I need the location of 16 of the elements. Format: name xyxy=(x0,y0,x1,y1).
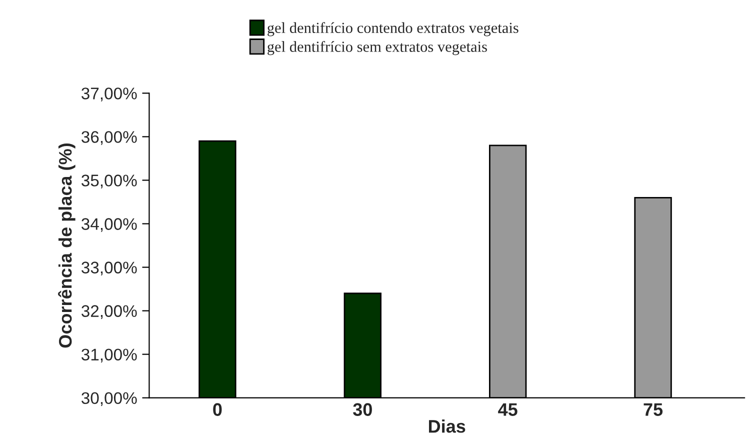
y-tick-label: 33,00% xyxy=(82,262,137,276)
y-tick-label: 31,00% xyxy=(82,348,137,362)
y-tick-label: 30,00% xyxy=(82,392,137,406)
y-tick-label: 34,00% xyxy=(82,218,137,232)
y-tick-label: 37,00% xyxy=(82,88,137,102)
x-tick-label: 30 xyxy=(353,403,372,416)
y-tick-label: 35,00% xyxy=(82,174,137,188)
x-tick-label: 75 xyxy=(644,403,663,416)
x-axis-title: Dias xyxy=(428,420,466,433)
y-tick-label: 36,00% xyxy=(82,131,137,145)
y-tick-label: 32,00% xyxy=(82,305,137,319)
legend-label: gel dentifrício contendo extratos vegetais xyxy=(268,22,518,36)
x-tick-label: 45 xyxy=(498,403,518,416)
legend-label: gel dentifrício sem extratos vegetais xyxy=(268,41,487,56)
x-tick-label: 0 xyxy=(213,403,222,416)
y-axis-title: Ocorrência de placa (%) xyxy=(58,144,76,348)
